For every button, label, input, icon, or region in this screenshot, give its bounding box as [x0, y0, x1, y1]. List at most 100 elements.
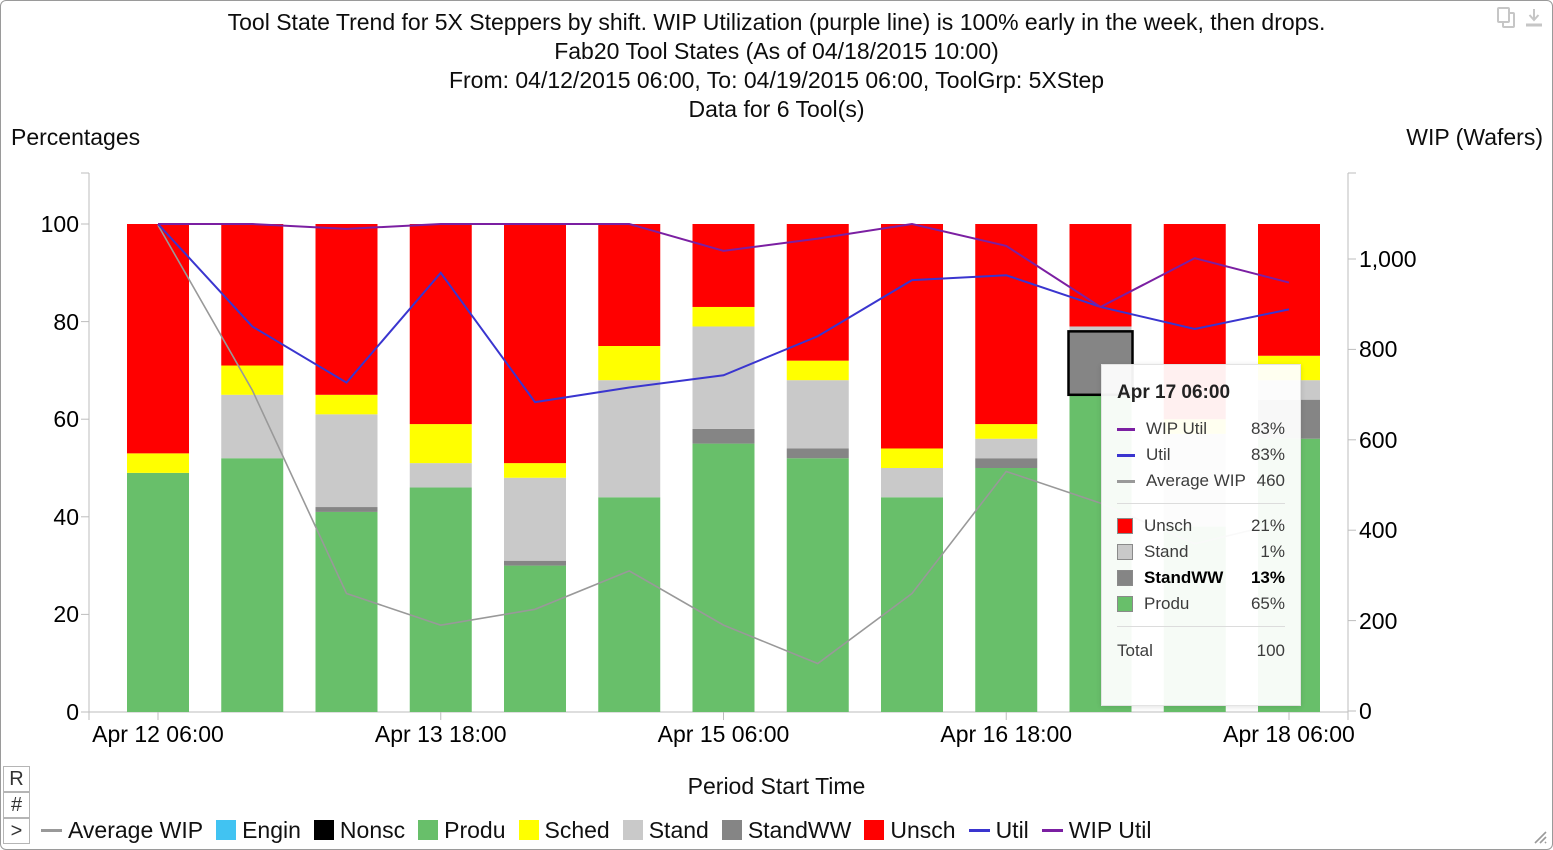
bar-segment-produ-apr-15-18-00[interactable] [786, 458, 849, 712]
bar-segment-sched-apr-14-06-00[interactable] [504, 463, 566, 478]
tooltip-row-util: Util 83% [1117, 442, 1285, 468]
legend-item-sched[interactable]: Sched [518, 817, 610, 844]
resize-grip-icon[interactable] [1530, 827, 1550, 847]
tooltip-row-label: Unsch [1144, 516, 1193, 535]
bar-segment-sched-apr-13-18-00[interactable] [409, 424, 472, 464]
bar-segment-stand-apr-16-18-00[interactable] [975, 438, 1038, 459]
bar-segment-stand-apr-17-06-00[interactable] [1069, 326, 1132, 332]
bar-segment-sched-apr-15-18-00[interactable] [786, 360, 849, 381]
bar-segment-standww-apr-16-18-00[interactable] [975, 458, 1038, 468]
legend-item-nonsc[interactable]: Nonsc [313, 816, 406, 844]
bar-segment-sched-apr-16-18-00[interactable] [975, 424, 1038, 439]
bar-segment-sched-apr-16-06-00[interactable] [881, 448, 943, 468]
tooltip-row-wip-util: WIP Util 83% [1117, 416, 1285, 442]
bar-segment-unsch-apr-18-06-00[interactable] [1258, 224, 1320, 356]
tooltip-row-stand: Stand 1% [1117, 539, 1285, 565]
side-button-hash[interactable]: # [3, 792, 30, 818]
x-tick-label: Apr 18 06:00 [1223, 721, 1355, 747]
bar-segment-produ-apr-12-18-00[interactable] [221, 458, 284, 712]
bar-segment-standww-apr-15-18-00[interactable] [786, 448, 849, 459]
legend-item-standww[interactable]: StandWW [721, 817, 851, 844]
legend-swatch-standww [721, 820, 742, 840]
bar-segment-standww-apr-13-06-00[interactable] [315, 507, 378, 512]
legend-item-produ[interactable]: Produ [418, 817, 506, 844]
left-tick-label: 20 [53, 601, 79, 628]
bar-segment-standww-apr-15-06-00[interactable] [692, 428, 755, 444]
tooltip-row-value: 13% [1250, 568, 1285, 587]
legend-label: Unsch [890, 816, 956, 843]
download-icon[interactable] [1526, 9, 1542, 27]
legend-item-engin[interactable]: Engin [216, 817, 301, 844]
bar-segment-unsch-apr-16-18-00[interactable] [975, 224, 1038, 425]
bar-segment-unsch-apr-13-18-00[interactable] [409, 224, 472, 425]
right-axis-title: WIP (Wafers) [1406, 124, 1543, 150]
bar-segment-produ-apr-16-18-00[interactable] [975, 468, 1038, 712]
bar-segment-sched-apr-13-06-00[interactable] [315, 394, 378, 415]
x-tick-label: Apr 16 18:00 [940, 721, 1073, 747]
bar-segment-unsch-apr-12-18-00[interactable] [221, 224, 284, 366]
left-tick-label: 40 [53, 503, 79, 530]
legend-label: Stand [648, 816, 709, 843]
side-button-arrow[interactable]: > [3, 818, 30, 844]
bar-segment-stand-apr-12-18-00[interactable] [221, 394, 284, 459]
bar-segment-unsch-apr-17-06-00[interactable] [1069, 224, 1132, 327]
line-series-average-wip[interactable] [157, 224, 1290, 665]
x-tick-label: Apr 15 06:00 [657, 721, 790, 747]
tooltip-row-label: WIP Util [1146, 419, 1208, 438]
right-tick-label: 600 [1359, 426, 1398, 453]
tooltip-row-value: 83% [1250, 445, 1285, 464]
bar-segment-sched-apr-12-06-00[interactable] [127, 453, 189, 473]
tooltip-divider [1117, 626, 1285, 627]
legend-item-average-wip[interactable]: Average WIP [41, 817, 203, 844]
tooltip-row-produ: Produ 65% [1117, 591, 1285, 617]
bar-segment-standww-apr-14-06-00[interactable] [504, 560, 566, 566]
bar-segment-unsch-apr-13-06-00[interactable] [315, 224, 378, 395]
bar-segment-unsch-apr-12-06-00[interactable] [127, 224, 189, 454]
side-button-r[interactable]: R [3, 766, 30, 792]
bar-segment-stand-apr-14-06-00[interactable] [504, 477, 566, 561]
bar-segment-produ-apr-14-18-00[interactable] [598, 497, 661, 712]
line-series-wip-util[interactable] [158, 222, 1290, 309]
left-tick-label: 100 [40, 211, 79, 237]
legend-item-unsch[interactable]: Unsch [864, 816, 956, 844]
bar-segment-unsch-apr-14-18-00[interactable] [598, 224, 661, 346]
bar-segment-stand-apr-14-18-00[interactable] [598, 380, 661, 498]
toolbar-icons [1497, 7, 1542, 28]
legend-swatch-stand [622, 820, 643, 840]
legend-swatch-average-wip [41, 828, 62, 832]
bar-segment-produ-apr-13-06-00[interactable] [315, 511, 378, 712]
bar-segment-stand-apr-16-06-00[interactable] [881, 468, 943, 498]
bar-segment-sched-apr-14-18-00[interactable] [598, 346, 661, 381]
tooltip-swatch [1117, 453, 1135, 457]
legend-label: Engin [242, 816, 301, 843]
bar-segment-stand-apr-15-18-00[interactable] [786, 380, 849, 449]
bar-segment-produ-apr-14-06-00[interactable] [504, 565, 566, 712]
bar-segment-sched-apr-15-06-00[interactable] [692, 306, 755, 327]
right-tick-label: 0 [1359, 698, 1372, 724]
tooltip-row-value: 21% [1250, 516, 1285, 535]
chart-annotation-title: Tool State Trend for 5X Steppers by shif… [227, 9, 1326, 35]
legend-item-stand[interactable]: Stand [622, 816, 709, 844]
legend-swatch-engin [216, 820, 237, 840]
bar-segment-unsch-apr-15-18-00[interactable] [786, 224, 849, 361]
bar-segment-unsch-apr-16-06-00[interactable] [881, 224, 943, 449]
bar-segment-stand-apr-13-06-00[interactable] [315, 414, 378, 508]
left-tick-label: 80 [53, 308, 79, 335]
tooltip-row-label: Util [1146, 445, 1171, 464]
bar-segment-produ-apr-16-06-00[interactable] [881, 497, 943, 712]
legend-item-util[interactable]: Util [968, 817, 1029, 844]
legend-label: Nonsc [339, 816, 406, 843]
bar-segment-produ-apr-15-06-00[interactable] [692, 443, 755, 712]
copy-icon[interactable] [1497, 7, 1515, 28]
bar-segment-stand-apr-13-18-00[interactable] [409, 463, 472, 488]
tooltip-row-value: 1% [1260, 542, 1285, 561]
legend-item-wip-util[interactable]: WIP Util [1041, 816, 1152, 844]
bar-segment-produ-apr-12-06-00[interactable] [127, 472, 189, 712]
legend-label: WIP Util [1068, 816, 1152, 843]
tooltip-line-rows: WIP Util 83% Util 83% Average WIP 460 [1117, 416, 1285, 494]
bar-segment-unsch-apr-14-06-00[interactable] [504, 224, 566, 464]
tooltip-swatch [1117, 570, 1133, 586]
tooltip-row-value: 460 [1256, 471, 1285, 490]
bar-segment-produ-apr-13-18-00[interactable] [409, 487, 472, 712]
bar-segment-unsch-apr-15-06-00[interactable] [692, 224, 755, 307]
